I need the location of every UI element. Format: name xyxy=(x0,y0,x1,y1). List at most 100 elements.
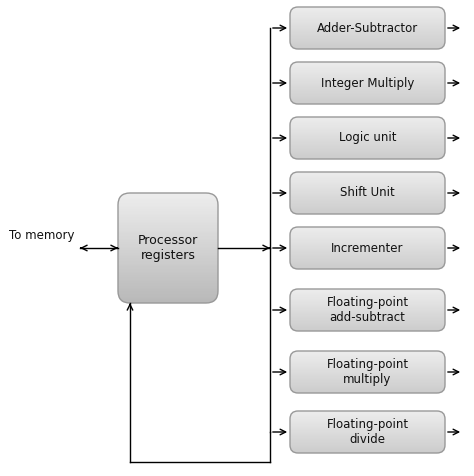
Bar xyxy=(118,278,218,281)
Bar xyxy=(290,18,445,19)
Bar xyxy=(290,32,445,34)
Bar xyxy=(290,254,445,256)
Bar xyxy=(290,127,445,128)
Bar xyxy=(290,67,445,69)
Bar xyxy=(290,129,445,131)
Bar xyxy=(290,172,445,174)
Bar xyxy=(290,253,445,255)
Bar xyxy=(290,412,445,414)
Bar xyxy=(290,9,445,10)
Bar xyxy=(290,316,445,318)
Bar xyxy=(290,448,445,449)
Bar xyxy=(290,423,445,424)
Bar xyxy=(290,450,445,451)
Bar xyxy=(290,391,445,392)
Bar xyxy=(290,250,445,252)
Bar xyxy=(290,213,445,215)
Bar xyxy=(290,132,445,133)
Bar xyxy=(290,233,445,235)
Bar xyxy=(290,417,445,419)
Bar xyxy=(290,149,445,150)
Bar xyxy=(290,10,445,12)
Bar xyxy=(290,267,445,268)
Bar xyxy=(118,300,218,304)
Bar xyxy=(290,45,445,46)
Bar xyxy=(290,72,445,74)
Bar xyxy=(290,26,445,28)
Bar xyxy=(290,369,445,370)
Text: Integer Multiply: Integer Multiply xyxy=(321,77,414,89)
Bar xyxy=(118,196,218,199)
Bar xyxy=(290,437,445,439)
Bar xyxy=(290,252,445,254)
Bar xyxy=(290,265,445,267)
Bar xyxy=(290,300,445,302)
Bar xyxy=(290,424,445,425)
Bar xyxy=(290,298,445,299)
Bar xyxy=(290,69,445,71)
Bar xyxy=(290,236,445,237)
Bar xyxy=(290,248,445,249)
Bar xyxy=(290,330,445,331)
Bar xyxy=(290,411,445,413)
Bar xyxy=(290,314,445,316)
Bar xyxy=(290,81,445,82)
Bar xyxy=(118,226,218,229)
Bar xyxy=(290,157,445,159)
Bar xyxy=(290,327,445,328)
Bar xyxy=(290,388,445,389)
Bar xyxy=(290,443,445,444)
Bar xyxy=(290,194,445,196)
Bar xyxy=(290,323,445,324)
Bar xyxy=(290,356,445,358)
Bar xyxy=(290,451,445,453)
Bar xyxy=(290,227,445,228)
Bar xyxy=(290,375,445,377)
Bar xyxy=(290,149,445,151)
Bar xyxy=(290,376,445,378)
Text: Shift Unit: Shift Unit xyxy=(340,187,395,199)
Bar xyxy=(118,267,218,270)
Bar xyxy=(290,138,445,139)
Bar xyxy=(290,135,445,137)
Bar xyxy=(290,120,445,122)
Bar xyxy=(290,315,445,317)
Bar xyxy=(290,198,445,200)
Bar xyxy=(290,415,445,417)
Bar xyxy=(118,220,218,224)
Bar xyxy=(290,262,445,263)
Bar xyxy=(290,205,445,206)
Bar xyxy=(290,241,445,242)
Bar xyxy=(118,234,218,238)
Bar xyxy=(290,309,445,310)
Bar xyxy=(290,238,445,240)
Bar xyxy=(290,355,445,357)
Bar xyxy=(290,232,445,234)
Bar xyxy=(290,360,445,362)
Bar xyxy=(290,187,445,188)
Bar xyxy=(290,295,445,297)
Bar xyxy=(290,101,445,102)
Bar xyxy=(290,435,445,436)
Bar xyxy=(290,173,445,175)
Bar xyxy=(290,263,445,264)
Text: Processor
registers: Processor registers xyxy=(138,234,198,262)
Bar xyxy=(290,40,445,42)
Bar xyxy=(290,175,445,177)
Bar xyxy=(290,210,445,211)
Bar xyxy=(290,325,445,326)
Bar xyxy=(290,79,445,80)
Bar xyxy=(290,320,445,322)
Bar xyxy=(290,366,445,367)
Bar xyxy=(290,266,445,268)
Bar xyxy=(118,298,218,301)
Bar xyxy=(118,295,218,298)
Bar xyxy=(290,368,445,369)
Bar xyxy=(290,174,445,176)
Bar xyxy=(290,136,445,138)
Bar xyxy=(290,192,445,194)
Bar xyxy=(290,357,445,359)
Bar xyxy=(290,88,445,90)
Bar xyxy=(290,133,445,134)
Bar xyxy=(290,42,445,43)
